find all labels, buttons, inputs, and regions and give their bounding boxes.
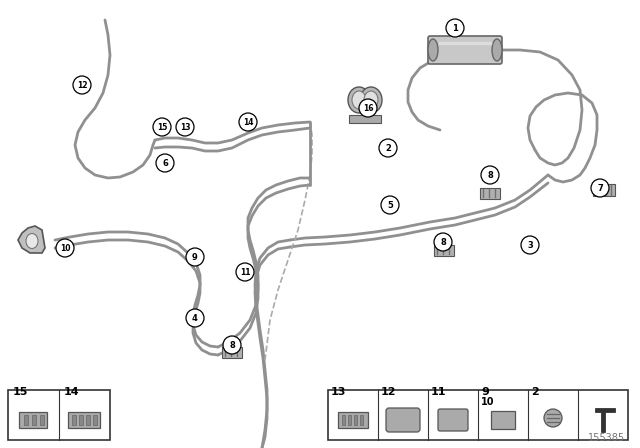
FancyBboxPatch shape (24, 415, 28, 425)
Circle shape (156, 154, 174, 172)
Text: 15: 15 (13, 387, 28, 397)
Text: 8: 8 (487, 171, 493, 180)
FancyBboxPatch shape (79, 415, 83, 425)
FancyBboxPatch shape (222, 347, 242, 358)
FancyBboxPatch shape (338, 412, 368, 428)
Text: 15: 15 (157, 122, 167, 132)
FancyBboxPatch shape (491, 411, 515, 429)
Ellipse shape (492, 39, 502, 61)
FancyBboxPatch shape (360, 415, 363, 425)
FancyBboxPatch shape (593, 184, 615, 196)
Text: 7: 7 (597, 184, 603, 193)
Circle shape (521, 236, 539, 254)
FancyBboxPatch shape (19, 412, 47, 428)
Text: 11: 11 (240, 267, 250, 276)
Circle shape (239, 113, 257, 131)
FancyBboxPatch shape (342, 415, 345, 425)
Text: 14: 14 (64, 387, 79, 397)
Circle shape (186, 309, 204, 327)
FancyBboxPatch shape (354, 415, 357, 425)
Ellipse shape (348, 87, 370, 113)
FancyBboxPatch shape (328, 390, 628, 440)
FancyBboxPatch shape (480, 188, 500, 199)
Text: 8: 8 (229, 340, 235, 349)
FancyBboxPatch shape (93, 415, 97, 425)
Text: 2: 2 (531, 387, 539, 397)
FancyBboxPatch shape (348, 415, 351, 425)
Ellipse shape (428, 39, 438, 61)
FancyBboxPatch shape (428, 36, 502, 64)
Text: 4: 4 (192, 314, 198, 323)
Text: 3: 3 (527, 241, 533, 250)
Text: 10: 10 (60, 244, 70, 253)
Circle shape (381, 196, 399, 214)
Ellipse shape (352, 91, 366, 109)
Ellipse shape (26, 233, 38, 249)
Circle shape (379, 139, 397, 157)
Text: 16: 16 (363, 103, 373, 112)
FancyBboxPatch shape (40, 415, 44, 425)
Text: 1: 1 (452, 23, 458, 33)
Text: 9: 9 (481, 387, 489, 397)
Circle shape (73, 76, 91, 94)
FancyBboxPatch shape (386, 408, 420, 432)
Polygon shape (18, 226, 45, 253)
Circle shape (359, 99, 377, 117)
FancyBboxPatch shape (434, 245, 454, 256)
Text: 5: 5 (387, 201, 393, 210)
Ellipse shape (364, 91, 378, 109)
FancyBboxPatch shape (68, 412, 100, 428)
Circle shape (153, 118, 171, 136)
Text: 10: 10 (481, 397, 495, 407)
Text: 14: 14 (243, 117, 253, 126)
FancyBboxPatch shape (72, 415, 76, 425)
Text: 6: 6 (162, 159, 168, 168)
Circle shape (236, 263, 254, 281)
Polygon shape (595, 408, 615, 432)
Text: 2: 2 (385, 143, 391, 152)
Circle shape (591, 179, 609, 197)
Text: 8: 8 (440, 237, 446, 246)
Ellipse shape (360, 87, 382, 113)
Text: 13: 13 (180, 122, 190, 132)
Circle shape (481, 166, 499, 184)
Text: 12: 12 (77, 81, 87, 90)
Text: 155385: 155385 (588, 433, 625, 443)
Text: 11: 11 (431, 387, 447, 397)
FancyBboxPatch shape (86, 415, 90, 425)
Text: 12: 12 (381, 387, 397, 397)
FancyBboxPatch shape (8, 390, 110, 440)
Circle shape (544, 409, 562, 427)
FancyBboxPatch shape (349, 115, 381, 123)
Text: 9: 9 (192, 253, 198, 262)
Circle shape (56, 239, 74, 257)
FancyBboxPatch shape (32, 415, 36, 425)
Circle shape (446, 19, 464, 37)
FancyBboxPatch shape (438, 409, 468, 431)
Text: 13: 13 (331, 387, 346, 397)
Circle shape (186, 248, 204, 266)
Circle shape (176, 118, 194, 136)
Circle shape (223, 336, 241, 354)
Circle shape (434, 233, 452, 251)
